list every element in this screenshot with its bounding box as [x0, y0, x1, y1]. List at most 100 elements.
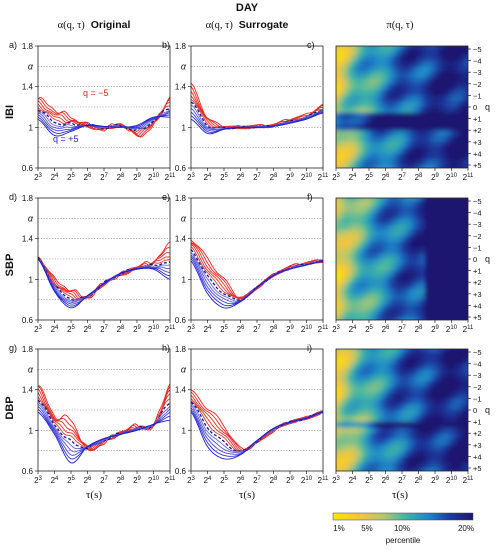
heatmap-cell — [352, 276, 359, 285]
heatmap-cell — [388, 270, 395, 279]
y-tick-label: 1.8 — [175, 194, 187, 203]
heatmap-cell — [461, 381, 468, 389]
heatmap-cell — [429, 118, 436, 127]
heatmap-cell — [452, 421, 459, 430]
heatmap-cell — [411, 282, 418, 290]
heatmap-cell — [374, 276, 382, 285]
heatmap-cell — [406, 46, 413, 51]
heatmap-cell — [461, 147, 468, 156]
heatmap-cell — [447, 299, 454, 308]
heatmap-cell — [338, 369, 345, 377]
x-tick-label: 25 — [67, 325, 75, 334]
x-tick-exponent: 10 — [450, 476, 457, 482]
heatmap-cell — [352, 118, 359, 127]
heatmap-cell — [379, 450, 386, 459]
x-tick-exponent: 10 — [152, 476, 159, 482]
heatmap-cell — [342, 299, 350, 308]
x-tick-label: 211 — [318, 476, 329, 485]
heatmap-cell — [433, 421, 441, 430]
heatmap-cell — [447, 253, 454, 261]
heatmap-cell — [406, 224, 413, 232]
heatmap-cell — [424, 421, 432, 430]
heatmap-cell — [465, 60, 468, 69]
heatmap-cell — [456, 468, 464, 471]
heatmap-cell — [342, 369, 350, 377]
heatmap-cell — [397, 369, 404, 377]
x-tick-base: 2 — [318, 476, 323, 485]
heatmap-cell — [465, 349, 468, 354]
heatmap-cell — [443, 276, 450, 285]
heatmap-cell — [342, 235, 350, 244]
heatmap-cell — [393, 410, 400, 418]
heatmap-cell — [433, 317, 441, 320]
heatmap-cell — [383, 224, 391, 232]
heatmap-cell — [452, 276, 459, 285]
heatmap-cell — [438, 54, 445, 63]
heatmap-cell — [338, 130, 345, 138]
heatmap-cell — [393, 363, 400, 372]
heatmap-cell — [443, 386, 450, 395]
x-tick-base: 2 — [133, 476, 138, 485]
heatmap-cell — [338, 282, 345, 290]
heatmap-cell — [438, 264, 445, 273]
x-tick-base: 2 — [253, 173, 258, 182]
heatmap-cell — [336, 427, 341, 436]
heatmap-cell — [383, 212, 391, 221]
heatmap-cell — [379, 311, 386, 319]
heatmap-cell — [342, 136, 350, 144]
heatmap-cell — [374, 159, 382, 167]
heatmap-cell — [438, 101, 445, 109]
heatmap-cell — [336, 49, 341, 57]
panel-letter: c) — [307, 40, 315, 50]
heatmap-cell — [383, 89, 391, 98]
heatmap-cell — [361, 369, 368, 377]
heatmap-cell — [420, 72, 427, 80]
heatmap-cell — [374, 386, 382, 395]
x-tick-exponent: 11 — [467, 325, 474, 331]
heatmap-cell — [356, 142, 363, 150]
heatmap-cell — [443, 468, 450, 471]
heatmap-cell — [336, 142, 341, 150]
heatmap-cell — [420, 369, 427, 377]
heatmap-cell — [356, 165, 363, 168]
heatmap-cell — [342, 270, 350, 279]
heatmap-cell — [447, 60, 454, 69]
heatmap-cell — [393, 198, 400, 203]
heatmap-cell — [433, 130, 441, 138]
heatmap-cell — [438, 439, 445, 447]
x-tick-label: 29 — [431, 173, 439, 182]
heatmap-cell — [336, 439, 341, 447]
heatmap-cell — [388, 130, 395, 138]
heatmap-cell — [406, 218, 413, 226]
heatmap-cell — [465, 66, 468, 74]
heatmap-cell — [374, 218, 382, 226]
heatmap-cell — [433, 253, 441, 261]
heatmap-cell — [461, 445, 468, 453]
heatmap-cell — [429, 107, 436, 115]
heatmap-cell — [347, 404, 354, 412]
x-tick-label: 210 — [148, 173, 160, 182]
x-tick-exponent: 10 — [305, 173, 312, 179]
heatmap-cell — [456, 357, 464, 366]
x-tick-label: 25 — [220, 476, 228, 485]
x-tick-base: 2 — [117, 325, 122, 334]
heatmap-cell — [452, 427, 459, 436]
heatmap-cell — [452, 118, 459, 127]
x-tick-exponent: 6 — [386, 325, 390, 331]
heatmap-cell — [420, 218, 427, 226]
x-tick-exponent: 10 — [450, 173, 457, 179]
x-tick-exponent: 8 — [274, 173, 278, 179]
x-tick-label: 29 — [286, 173, 294, 182]
q-tick-label: −5 — [473, 348, 482, 357]
heatmap-cell — [347, 142, 354, 150]
heatmap-cell — [338, 95, 345, 103]
heatmap-cell — [370, 363, 377, 372]
heatmap-cell — [393, 259, 400, 267]
heatmap-cell — [424, 299, 432, 308]
heatmap-cell — [424, 147, 432, 156]
heatmap-cell — [411, 78, 418, 86]
heatmap-cell — [397, 410, 404, 418]
heatmap-cell — [370, 392, 377, 401]
heatmap-cell — [447, 153, 454, 162]
alpha-curve-q-3 — [190, 91, 324, 130]
